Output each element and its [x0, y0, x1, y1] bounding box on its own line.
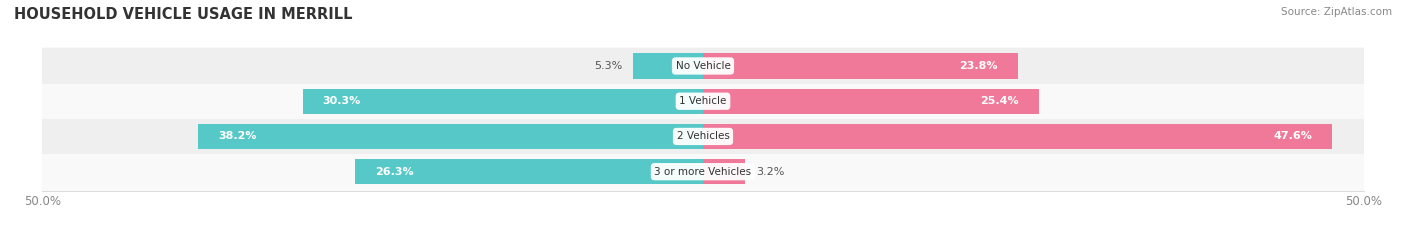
Text: 5.3%: 5.3% — [595, 61, 623, 71]
Bar — [703, 89, 1039, 114]
Text: 30.3%: 30.3% — [322, 96, 360, 106]
Bar — [302, 89, 703, 114]
Text: 1 Vehicle: 1 Vehicle — [679, 96, 727, 106]
Bar — [633, 53, 703, 79]
Bar — [42, 48, 1364, 84]
Text: No Vehicle: No Vehicle — [675, 61, 731, 71]
Text: 23.8%: 23.8% — [959, 61, 998, 71]
Bar — [703, 124, 1331, 149]
Bar — [703, 53, 1018, 79]
Bar — [703, 159, 745, 184]
Text: Source: ZipAtlas.com: Source: ZipAtlas.com — [1281, 7, 1392, 17]
Bar — [356, 159, 703, 184]
Text: 2 Vehicles: 2 Vehicles — [676, 131, 730, 141]
Bar — [42, 119, 1364, 154]
Text: 3 or more Vehicles: 3 or more Vehicles — [654, 167, 752, 177]
Text: 38.2%: 38.2% — [218, 131, 256, 141]
Text: 26.3%: 26.3% — [375, 167, 413, 177]
Text: 47.6%: 47.6% — [1274, 131, 1312, 141]
Bar — [42, 154, 1364, 189]
Text: 3.2%: 3.2% — [756, 167, 785, 177]
Text: HOUSEHOLD VEHICLE USAGE IN MERRILL: HOUSEHOLD VEHICLE USAGE IN MERRILL — [14, 7, 353, 22]
Bar — [198, 124, 703, 149]
Bar — [42, 84, 1364, 119]
Text: 25.4%: 25.4% — [980, 96, 1019, 106]
